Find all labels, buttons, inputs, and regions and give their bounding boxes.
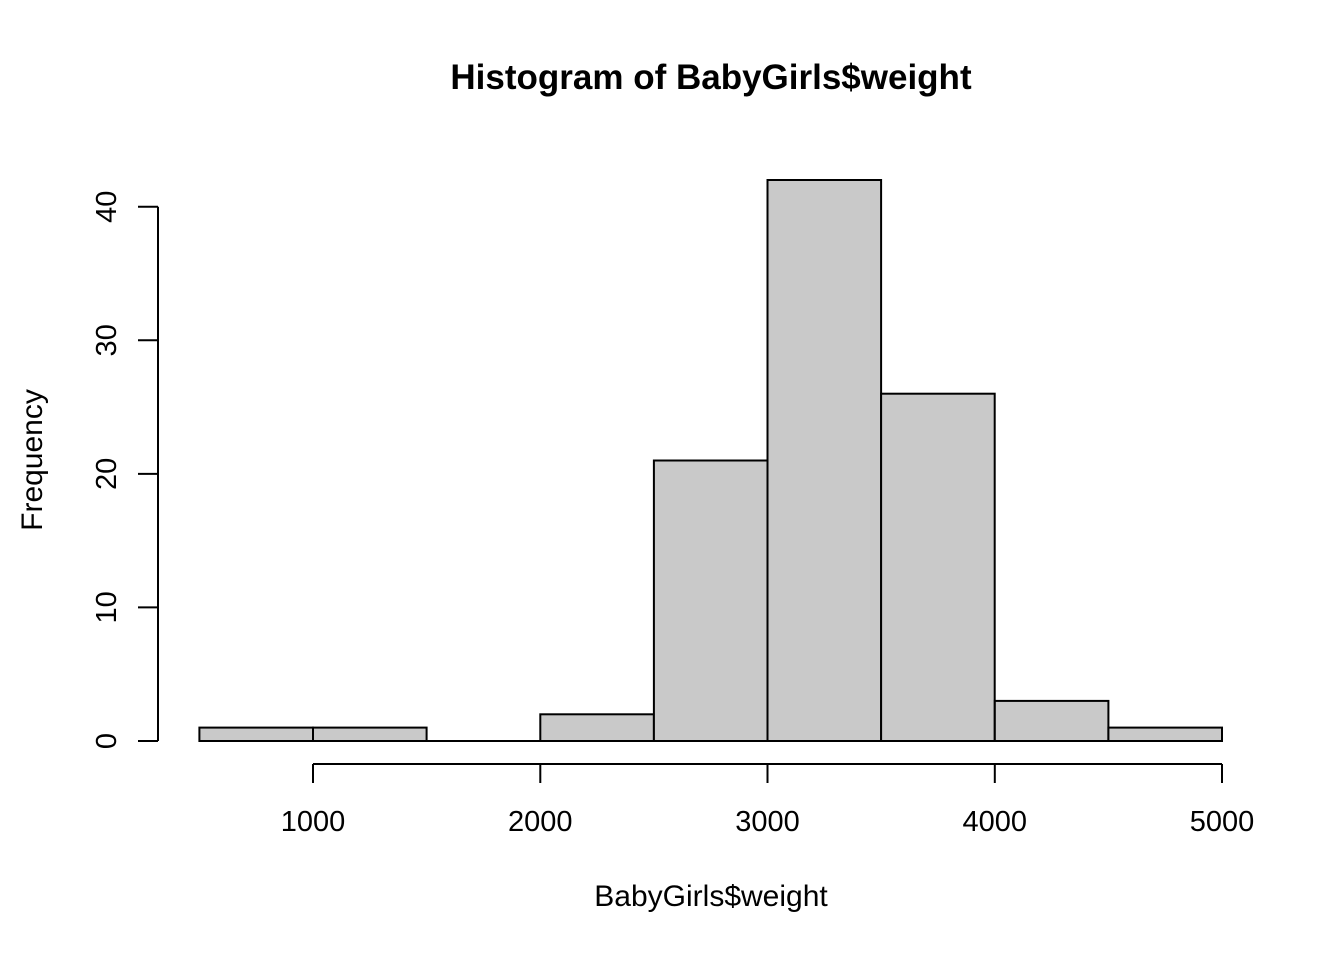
y-axis-title: Frequency [16, 389, 49, 531]
histogram-bar [880, 392, 996, 742]
histogram-bar [539, 713, 655, 742]
histogram-bar [312, 726, 428, 742]
histogram-bar [993, 699, 1110, 743]
y-tick-label: 10 [91, 591, 123, 623]
y-tick-label: 30 [91, 324, 123, 356]
x-tick-label: 3000 [735, 806, 800, 838]
x-tick-label: 5000 [1190, 806, 1255, 838]
y-tick-label: 40 [91, 191, 123, 223]
bars-group [198, 179, 1224, 743]
x-tick-label: 4000 [963, 806, 1028, 838]
y-tick-label: 20 [91, 458, 123, 490]
chart-title: Histogram of BabyGirls$weight [450, 58, 972, 97]
x-axis-title: BabyGirls$weight [594, 880, 828, 913]
x-tick-label: 2000 [508, 806, 573, 838]
y-axis: 0 10 20 30 40 [91, 191, 159, 749]
y-tick-label: 0 [91, 733, 123, 749]
histogram-bar [652, 459, 769, 742]
histogram-bar [198, 726, 314, 742]
x-tick-label: 1000 [281, 806, 346, 838]
histogram-bar [1107, 726, 1224, 742]
x-axis: 1000 2000 3000 4000 5000 [281, 763, 1255, 838]
histogram-bar [766, 179, 883, 742]
